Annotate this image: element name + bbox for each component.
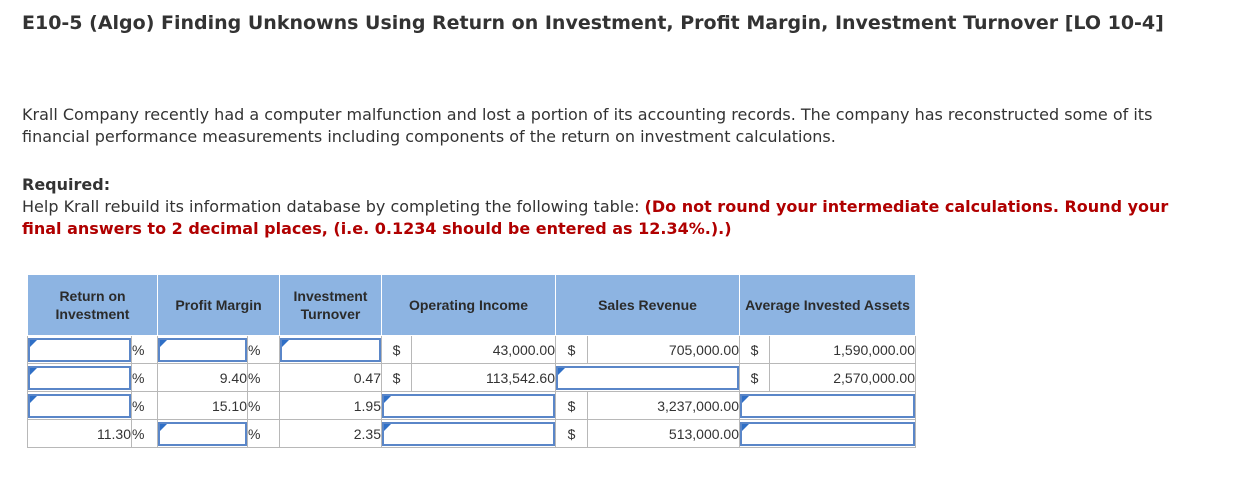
assets-input-cell — [739, 419, 916, 448]
percent-sign: % — [247, 419, 280, 448]
turnover-input-cell — [279, 335, 382, 364]
required-text: Help Krall rebuild its information datab… — [22, 197, 645, 216]
percent-sign: % — [247, 391, 280, 420]
operating-income-input[interactable] — [382, 393, 555, 418]
table-row: % 9.40 % 0.47 $ 113,542.60 $ 2,570,000.0… — [27, 363, 916, 392]
dollar-sign: $ — [739, 335, 770, 364]
investment-turnover-value: 2.35 — [279, 419, 382, 448]
roi-input-cell — [27, 363, 132, 392]
profit-margin-value: 15.10 — [157, 391, 248, 420]
assets-input-cell — [739, 391, 916, 420]
header-sales-revenue: Sales Revenue — [555, 274, 740, 336]
average-assets-input[interactable] — [740, 393, 915, 418]
profit-margin-input[interactable] — [158, 337, 247, 362]
dollar-sign: $ — [555, 391, 588, 420]
exercise-title: E10-5 (Algo) Finding Unknowns Using Retu… — [22, 12, 1164, 34]
header-return-on-investment: Return on Investment — [27, 274, 158, 336]
margin-input-cell — [157, 335, 248, 364]
roi-input-cell — [27, 391, 132, 420]
income-input-cell — [381, 391, 556, 420]
operating-income-input[interactable] — [382, 421, 555, 446]
rounding-instructions: (Do not round your intermediate calculat… — [22, 197, 1169, 238]
income-input-cell — [381, 419, 556, 448]
exercise-intro: Krall Company recently had a computer ma… — [22, 105, 1153, 146]
investment-turnover-value: 1.95 — [279, 391, 382, 420]
table-row: % % $ 43,000.00 $ 705,000.00 $ 1,590,000… — [27, 335, 916, 364]
percent-sign: % — [247, 363, 280, 392]
dollar-sign: $ — [381, 363, 412, 392]
table-row: 11.30 % % 2.35 $ 513,000.00 — [27, 419, 916, 448]
sales-revenue-value: 705,000.00 — [587, 335, 740, 364]
average-assets-value: 2,570,000.00 — [769, 363, 916, 392]
header-operating-income: Operating Income — [381, 274, 556, 336]
required-instructions: Help Krall rebuild its information datab… — [22, 196, 1212, 240]
percent-sign: % — [131, 391, 158, 420]
sales-revenue-value: 3,237,000.00 — [587, 391, 740, 420]
percent-sign: % — [247, 335, 280, 364]
profit-margin-input[interactable] — [158, 421, 247, 446]
profit-margin-value: 9.40 — [157, 363, 248, 392]
table-row: % 15.10 % 1.95 $ 3,237,000.00 — [27, 391, 916, 420]
operating-income-value: 113,542.60 — [411, 363, 556, 392]
percent-sign: % — [131, 335, 158, 364]
average-assets-input[interactable] — [740, 421, 915, 446]
header-profit-margin: Profit Margin — [157, 274, 280, 336]
roi-input[interactable] — [28, 365, 131, 390]
roi-input[interactable] — [28, 337, 131, 362]
sales-revenue-value: 513,000.00 — [587, 419, 740, 448]
dollar-sign: $ — [739, 363, 770, 392]
table-header-row: Return on Investment Profit Margin Inves… — [27, 274, 916, 336]
header-investment-turnover: Investment Turnover — [279, 274, 382, 336]
investment-turnover-value: 0.47 — [279, 363, 382, 392]
margin-input-cell — [157, 419, 248, 448]
roi-value: 11.30 — [27, 419, 132, 448]
sales-input-cell — [555, 363, 740, 392]
investment-turnover-input[interactable] — [280, 337, 381, 362]
percent-sign: % — [131, 363, 158, 392]
sales-revenue-input[interactable] — [556, 365, 739, 390]
roi-table: Return on Investment Profit Margin Inves… — [27, 274, 916, 448]
roi-input[interactable] — [28, 393, 131, 418]
average-assets-value: 1,590,000.00 — [769, 335, 916, 364]
percent-sign: % — [131, 419, 158, 448]
operating-income-value: 43,000.00 — [411, 335, 556, 364]
dollar-sign: $ — [381, 335, 412, 364]
dollar-sign: $ — [555, 419, 588, 448]
required-label: Required: — [22, 175, 111, 194]
header-average-invested-assets: Average Invested Assets — [739, 274, 916, 336]
dollar-sign: $ — [555, 335, 588, 364]
roi-input-cell — [27, 335, 132, 364]
